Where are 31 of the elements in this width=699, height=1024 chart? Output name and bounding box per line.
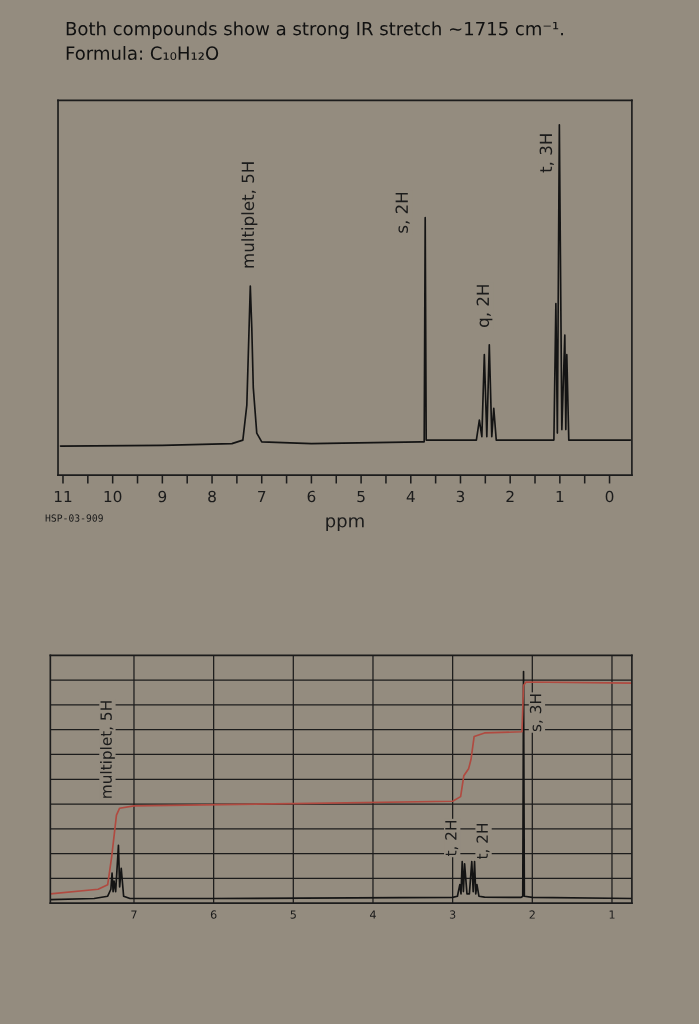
annotation: multiplet, 5H xyxy=(241,162,258,268)
x-tick-label: 6 xyxy=(307,490,316,503)
annotation: t, 2H xyxy=(476,824,490,860)
annotation: q, 2H xyxy=(476,285,493,327)
x-tick-label: 8 xyxy=(208,490,216,503)
x-tick-label: 7 xyxy=(258,490,266,503)
annotation: s, 2H xyxy=(395,192,410,233)
x-tick-label: 4 xyxy=(406,490,415,503)
annotation: t, 2H xyxy=(445,821,459,857)
annotation: multiplet, 5H xyxy=(100,701,115,798)
x-tick-label: 5 xyxy=(357,490,365,503)
text: HSP-03-909 xyxy=(45,514,103,522)
annotation: t, 3H xyxy=(539,134,554,173)
chart-title: Both compounds show a strong IR stretch ~1715 cm⁻¹. xyxy=(66,21,563,39)
x-tick-label: 4 xyxy=(369,910,376,919)
x-tick-label: 1 xyxy=(556,490,564,503)
x-tick-label: 10 xyxy=(104,490,122,503)
chart-subtitle: Formula: C₁₀H₁₂O xyxy=(66,46,219,60)
x-tick-label: 6 xyxy=(210,910,217,919)
x-tick-label: 1 xyxy=(609,910,615,919)
x-axis-title: ppm xyxy=(326,517,364,532)
x-tick-label: 9 xyxy=(158,490,167,503)
x-tick-label: 5 xyxy=(290,910,296,919)
x-tick-label: 3 xyxy=(456,490,465,503)
x-tick-label: 0 xyxy=(605,490,614,503)
x-tick-label: 2 xyxy=(506,490,514,503)
x-tick-label: 7 xyxy=(131,910,137,919)
x-tick-label: 11 xyxy=(54,490,72,503)
annotation: s, 3H xyxy=(529,694,543,732)
x-tick-label: 3 xyxy=(449,910,456,919)
x-tick-label: 2 xyxy=(529,910,535,919)
